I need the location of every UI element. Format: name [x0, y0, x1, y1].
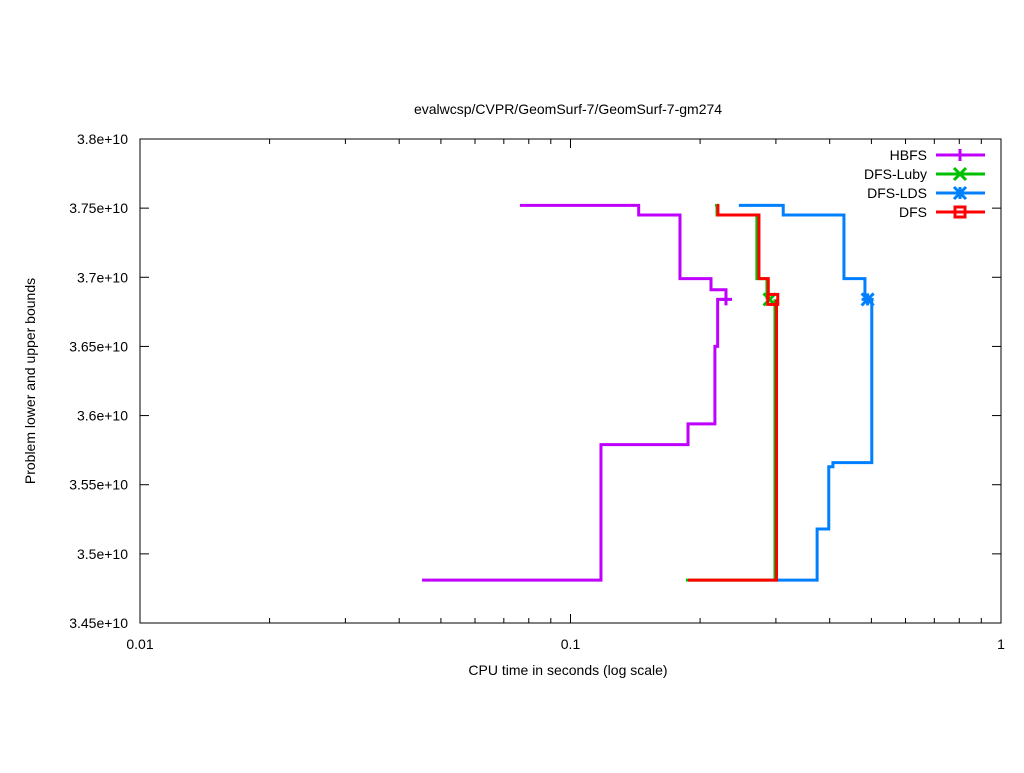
- x-tick-label: 1: [997, 636, 1005, 652]
- y-tick-label: 3.8e+10: [77, 131, 128, 147]
- y-tick-label: 3.75e+10: [69, 200, 128, 216]
- lower-bound-line: [776, 299, 874, 582]
- y-tick-label: 3.6e+10: [77, 408, 128, 424]
- legend-square-marker: [953, 205, 967, 219]
- series-hbfs: [422, 203, 732, 582]
- lower-bound-line: [688, 299, 779, 582]
- legend-label: DFS: [899, 204, 927, 220]
- series-dfs-lds: [738, 203, 875, 582]
- legend-label: DFS-Luby: [864, 166, 927, 182]
- x-axis-label: CPU time in seconds (log scale): [468, 662, 667, 678]
- plus-marker: [719, 293, 732, 306]
- y-tick-label: 3.55e+10: [69, 477, 128, 493]
- y-tick-label: 3.45e+10: [69, 615, 128, 631]
- lower-bound-line: [685, 299, 777, 582]
- legend-label: DFS-LDS: [867, 185, 927, 201]
- chart-title: evalwcsp/CVPR/GeomSurf-7/GeomSurf-7-gm27…: [414, 101, 722, 117]
- series-dfs: [688, 203, 780, 582]
- upper-bound-line: [738, 203, 867, 300]
- x-tick-label: 0.1: [561, 636, 581, 652]
- y-tick-label: 3.65e+10: [69, 338, 128, 354]
- legend-star-marker: [952, 185, 968, 201]
- legend-cross-marker: [952, 166, 968, 182]
- legend: HBFS DFS-Luby DFS-LDS DFS: [864, 147, 985, 220]
- x-tick-label: 0.01: [126, 636, 153, 652]
- y-axis-label: Problem lower and upper bounds: [22, 278, 38, 484]
- series-dfs-luby: [685, 203, 777, 582]
- square-marker: [766, 292, 780, 306]
- upper-bound-line: [716, 203, 770, 300]
- y-tick-label: 3.5e+10: [77, 546, 128, 562]
- y-tick-label: 3.7e+10: [77, 269, 128, 285]
- lower-bound-line: [422, 297, 726, 582]
- legend-label: HBFS: [890, 147, 927, 163]
- legend-plus-marker: [954, 149, 966, 161]
- star-marker: [860, 292, 875, 307]
- upper-bound-line: [519, 203, 728, 300]
- axis-ticks: 3.45e+10 3.5e+10 3.55e+10 3.6e+10 3.65e+10 3.…: [69, 131, 1005, 652]
- series-layer: [422, 203, 875, 582]
